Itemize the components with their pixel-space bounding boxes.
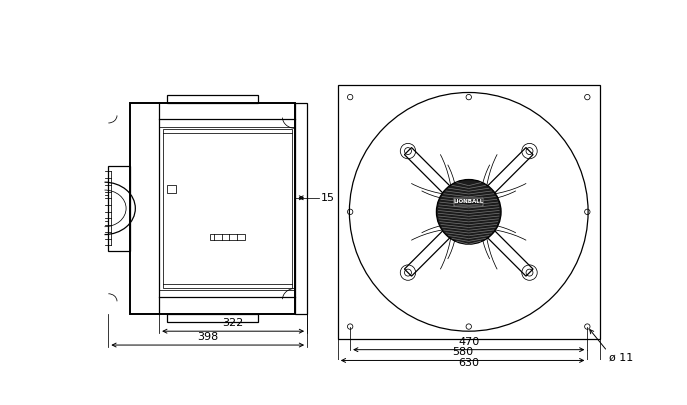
Bar	[76, 194, 86, 222]
Bar	[163, 129, 292, 288]
Bar	[109, 166, 130, 251]
Text: ø 11: ø 11	[609, 353, 633, 363]
Bar	[167, 185, 176, 193]
Bar	[167, 95, 258, 102]
Text: 580: 580	[452, 347, 473, 357]
Bar	[295, 102, 307, 314]
Text: 322: 322	[223, 318, 244, 328]
Text: 15: 15	[321, 193, 335, 203]
Text: 630: 630	[458, 358, 480, 368]
Bar	[454, 198, 484, 206]
Bar	[210, 234, 245, 240]
Text: LIONBALL: LIONBALL	[453, 199, 484, 205]
Bar	[167, 314, 258, 322]
Circle shape	[437, 180, 500, 243]
Text: 470: 470	[458, 337, 480, 347]
Circle shape	[436, 179, 501, 244]
Bar	[130, 102, 295, 314]
Text: 398: 398	[197, 332, 218, 342]
Bar	[338, 85, 600, 339]
